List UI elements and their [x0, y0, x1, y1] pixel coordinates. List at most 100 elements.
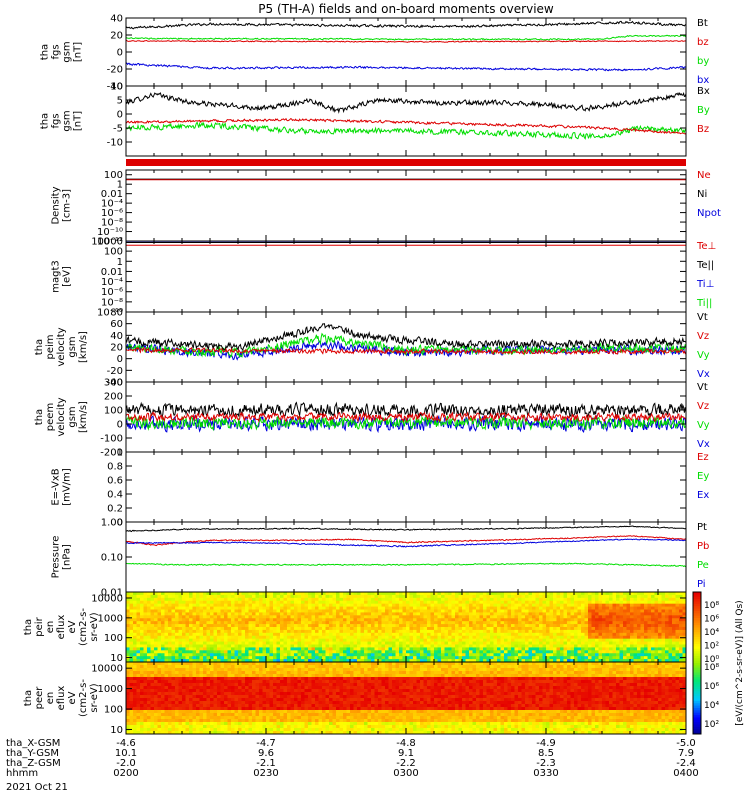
y-tick-label: 0.6 [107, 476, 123, 487]
colorbar-tick: 10² [704, 642, 719, 652]
legend-entry: Vx [697, 439, 710, 450]
y-tick-label: 0.01 [101, 588, 123, 599]
y-axis-label: tha [23, 690, 34, 706]
series-green [125, 332, 687, 359]
panel-0 [125, 17, 687, 87]
y-axis-label: [eV] [62, 266, 73, 287]
legend-entry: Bt [697, 18, 708, 29]
y-axis-label: [mV/m] [62, 468, 73, 506]
legend-entry: Vx [697, 369, 710, 380]
y-tick-label: -5 [113, 124, 123, 135]
legend-entry: Te⊥ [696, 241, 716, 252]
x-tick-label: 7.9 [678, 748, 694, 759]
y-axis-label: gsm [62, 41, 73, 62]
y-tick-label: 0 [117, 110, 123, 121]
y-tick-label: -20 [107, 65, 123, 76]
legend-entry: Vz [697, 401, 709, 412]
y-tick-label: 0.01 [101, 189, 123, 200]
x-tick-label: 0330 [533, 768, 558, 779]
x-row-label: hhmm [6, 768, 38, 779]
date-label: 2021 Oct 21 [6, 782, 68, 793]
colorbar-tick: 10⁶ [704, 682, 719, 692]
legend-entry: Vt [697, 312, 708, 323]
legend-entry: Npot [697, 208, 721, 219]
series-red [125, 117, 687, 135]
y-axis-label: [nT] [73, 42, 84, 62]
legend-entry: Pe [697, 560, 709, 571]
series-black [125, 323, 687, 351]
panel-9 [125, 661, 687, 735]
x-tick-label: -2.2 [396, 758, 416, 769]
y-tick-label: -40 [107, 378, 123, 389]
legend-entry: Bz [697, 124, 709, 135]
colorbar-tick: 10⁰ [704, 655, 719, 665]
y-tick-label: 300 [104, 378, 123, 389]
x-tick-label: -5.0 [676, 738, 696, 749]
legend-entry: bz [697, 37, 709, 48]
y-tick-label: 1 [117, 448, 123, 459]
y-tick-label: 100 [104, 247, 123, 258]
x-tick-label: 0230 [253, 768, 278, 779]
legend-entry: Vy [697, 350, 710, 361]
y-axis-label: peer [34, 686, 45, 710]
x-tick-label: 9.6 [258, 748, 274, 759]
colorbar-tick: 10⁴ [704, 701, 719, 711]
y-axis-label: gsm [67, 406, 78, 427]
colorbar-tick: 10² [704, 720, 719, 730]
y-axis-label: peir [34, 616, 45, 636]
y-tick-label: 10⁻⁶ [101, 287, 123, 298]
x-tick-label: -4.7 [256, 738, 276, 749]
y-tick-label: 100 [104, 705, 123, 716]
series-green [125, 34, 687, 41]
x-tick-label: 8.5 [538, 748, 554, 759]
y-axis-label: eV [67, 691, 78, 704]
y-tick-label: 0.4 [107, 490, 123, 501]
y-tick-label: -10 [107, 138, 123, 149]
series-red [125, 39, 687, 43]
y-tick-label: 80 [110, 308, 123, 319]
legend-entry: Bx [697, 86, 710, 97]
series-black [125, 525, 687, 533]
series-black [125, 401, 687, 419]
y-axis-label: tha [34, 409, 45, 425]
y-tick-label: 200 [104, 392, 123, 403]
y-axis-label: Density [51, 186, 62, 224]
colorbar-tick: 10⁴ [704, 628, 719, 638]
legend-entry: bx [697, 75, 709, 86]
y-tick-label: 100 [104, 170, 123, 181]
y-tick-label: 1000 [98, 613, 123, 624]
panel-4 [125, 311, 687, 383]
y-tick-label: 10000 [91, 237, 123, 248]
x-tick-label: 10.1 [115, 748, 137, 759]
series-green [125, 562, 687, 568]
chart-title: P5 (TH-A) fields and on-board moments ov… [258, 2, 554, 16]
y-axis-label: magt3 [51, 260, 62, 293]
colorbar-tick: 10⁸ [704, 601, 719, 611]
y-axis-label: velocity [56, 327, 67, 366]
y-axis-label: gsm [62, 110, 73, 131]
series-green [125, 414, 687, 432]
legend-entry: Ti⊥ [696, 279, 714, 290]
y-tick-label: 10⁻⁸ [101, 297, 123, 308]
y-axis-label: gsm [67, 336, 78, 357]
y-tick-label: -200 [100, 448, 123, 459]
y-tick-label: 60 [110, 319, 123, 330]
y-axis-label: [cm-3] [62, 189, 73, 222]
series-black [125, 91, 687, 114]
y-axis-label: tha [40, 113, 51, 129]
legend-entry: Vz [697, 331, 709, 342]
y-tick-label: -40 [107, 82, 123, 93]
y-tick-label: 10⁻⁴ [101, 199, 123, 210]
y-axis-label: tha [40, 44, 51, 60]
y-axis-label: tha [23, 619, 34, 635]
y-tick-label: 20 [110, 343, 123, 354]
legend-entry: Ez [697, 452, 709, 463]
y-axis-label: tha [34, 339, 45, 355]
panel-8 [125, 591, 687, 663]
series-red [125, 346, 687, 356]
y-tick-label: 0 [117, 518, 123, 529]
y-axis-label: [nPa] [62, 544, 73, 570]
y-axis-label: eV [67, 620, 78, 633]
y-axis-label: Pressure [51, 536, 62, 579]
